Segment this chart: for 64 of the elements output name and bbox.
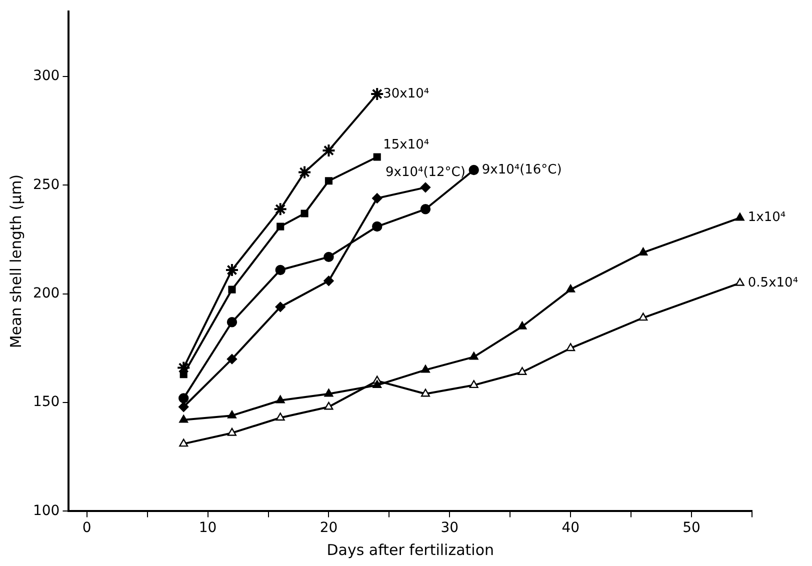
x-tick-label: 20 [320, 520, 338, 536]
point [276, 395, 285, 404]
y-tick-label: 150 [32, 394, 60, 410]
point [324, 276, 334, 286]
series-label: 0.5x10⁴ [748, 275, 798, 290]
point [373, 153, 381, 161]
point [518, 367, 527, 375]
y-tick-label: 250 [32, 176, 60, 193]
series-label: 15x10⁴ [383, 137, 430, 152]
point [276, 412, 285, 421]
point [420, 204, 431, 214]
point [420, 182, 431, 193]
point [324, 252, 334, 262]
point [420, 364, 430, 373]
point [638, 312, 648, 321]
point [735, 278, 744, 286]
y-tick-label: 200 [32, 286, 60, 302]
x-tick-label: 0 [82, 520, 92, 536]
y-tick-label: 100 [32, 502, 60, 519]
point [298, 165, 312, 180]
point [226, 354, 238, 364]
point [300, 210, 308, 218]
point [176, 360, 191, 375]
point [275, 264, 286, 276]
point [469, 380, 478, 388]
point [228, 286, 236, 294]
series-label: 30x10⁴ [383, 86, 430, 102]
x-tick-label: 50 [682, 520, 700, 536]
point [518, 321, 527, 330]
point [273, 202, 288, 216]
x-tick-label: 40 [562, 520, 580, 536]
point [638, 248, 648, 256]
point [275, 302, 286, 312]
point [179, 414, 188, 423]
point [227, 410, 236, 418]
point [324, 402, 334, 410]
y-tick-label: 300 [32, 68, 60, 84]
series-label: 9x10⁴(12°C) [385, 164, 466, 180]
series-label: 1x10⁴ [748, 210, 786, 226]
x-axis-title: Days after fertilization [326, 540, 494, 559]
point [227, 428, 236, 436]
point [372, 193, 382, 204]
point [420, 388, 430, 397]
point [224, 262, 239, 277]
x-tick-label: 10 [198, 520, 217, 536]
point [322, 143, 336, 158]
point [178, 402, 189, 412]
y-axis-title: Mean shell length (µm) [6, 174, 25, 348]
point [179, 438, 188, 447]
point [372, 380, 382, 388]
point [566, 343, 576, 352]
point [735, 212, 744, 221]
point [468, 164, 479, 176]
point [372, 221, 382, 232]
x-tick-label: 30 [440, 520, 459, 536]
point [276, 222, 284, 230]
point [178, 393, 189, 404]
point [324, 177, 333, 185]
point [226, 317, 238, 328]
point [566, 284, 576, 292]
point [324, 388, 334, 397]
point [370, 86, 384, 101]
point [469, 352, 478, 360]
series-label: 9x10⁴(16°C) [482, 162, 562, 178]
